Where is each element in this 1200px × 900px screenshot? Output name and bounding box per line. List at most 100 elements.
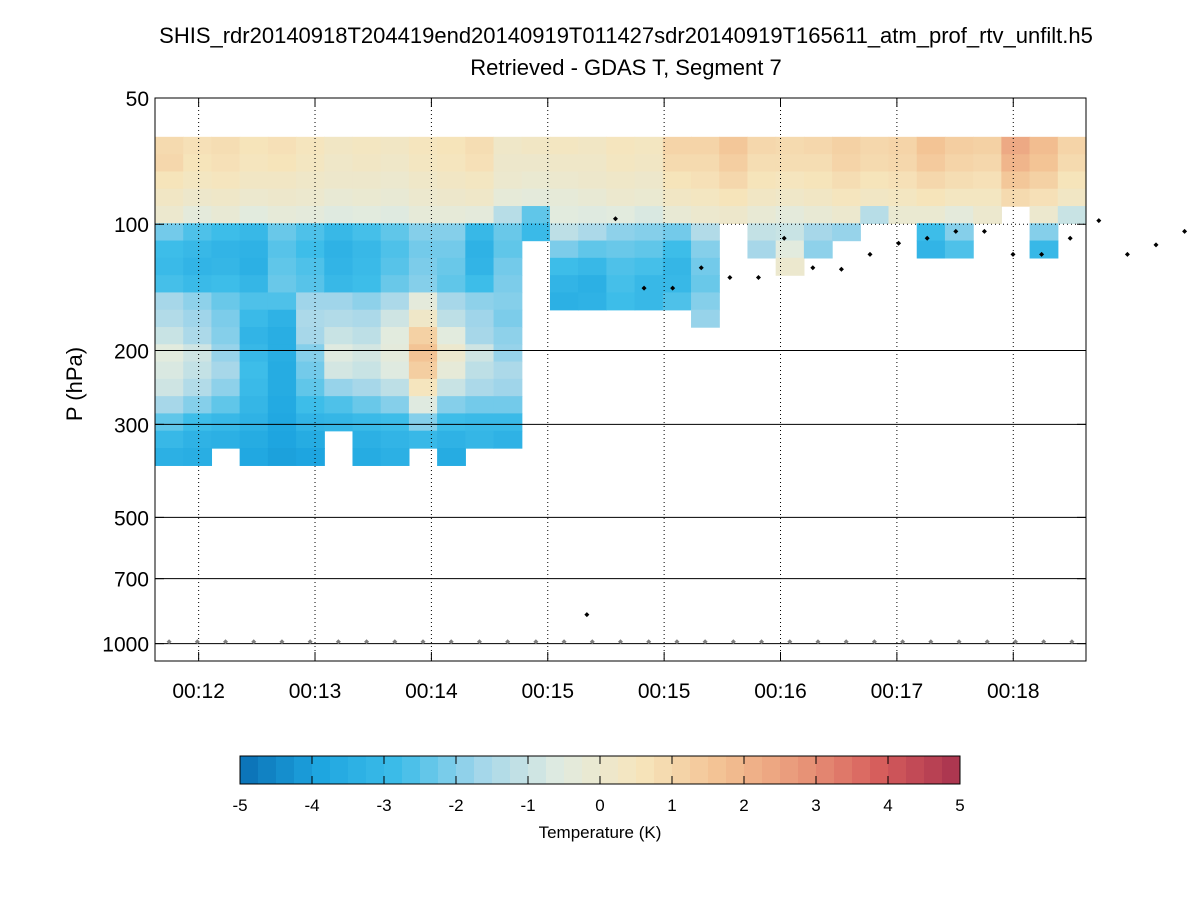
heatmap-cell [606, 223, 636, 242]
heatmap-cell [352, 240, 382, 259]
heatmap-cell [578, 171, 607, 190]
heatmap-cell [267, 430, 297, 449]
colorbar-swatch [294, 756, 313, 784]
heatmap-cell [606, 206, 636, 224]
surface-marker [223, 639, 229, 645]
heatmap-cell [239, 309, 269, 328]
surface-marker [900, 639, 906, 645]
heatmap-cell [747, 188, 777, 207]
colorbar-swatch [690, 756, 709, 784]
tropopause-marker [1010, 251, 1016, 257]
heatmap-cell [634, 154, 664, 173]
heatmap-cell [211, 361, 241, 380]
heatmap-cell [155, 223, 184, 242]
heatmap-cells [155, 136, 1087, 466]
heatmap-cell [380, 257, 410, 276]
heatmap-cell [183, 223, 213, 242]
heatmap-cell [549, 292, 579, 311]
heatmap-cell [380, 223, 410, 242]
heatmap-cell [296, 240, 325, 259]
heatmap-cell [662, 240, 692, 259]
heatmap-cell [549, 275, 579, 294]
heatmap-cell [521, 154, 551, 173]
heatmap-cell [437, 309, 466, 328]
heatmap-cell [832, 154, 861, 173]
heatmap-cell [719, 206, 749, 224]
heatmap-cell [267, 257, 297, 276]
heatmap-cell [549, 240, 579, 259]
heatmap-cell [324, 171, 354, 190]
heatmap-cell [296, 223, 325, 242]
heatmap-cell [324, 136, 354, 155]
heatmap-cell [1029, 188, 1059, 207]
heatmap-cell [183, 136, 213, 155]
heatmap-cell [860, 188, 890, 207]
heatmap-cell [1001, 136, 1031, 155]
heatmap-cell [352, 171, 382, 190]
heatmap-cell [747, 206, 777, 224]
heatmap-cell [691, 223, 720, 242]
heatmap-cell [888, 206, 918, 224]
heatmap-cell [211, 413, 241, 432]
heatmap-cell [634, 275, 664, 294]
heatmap-cell [662, 171, 692, 190]
heatmap-cell [183, 309, 213, 328]
heatmap-cell [578, 188, 607, 207]
colorbar-swatch [672, 756, 691, 784]
heatmap-cell [916, 206, 946, 224]
heatmap-cell [155, 292, 184, 311]
heatmap-cell [691, 206, 720, 224]
tropopause-marker [698, 265, 704, 271]
heatmap-cell [1001, 171, 1031, 190]
heatmap-cell [606, 136, 636, 155]
heatmap-cell [380, 396, 410, 415]
heatmap-cell [1057, 154, 1087, 173]
heatmap-cell [296, 171, 325, 190]
heatmap-cell [239, 292, 269, 311]
heatmap-cell [973, 154, 1002, 173]
heatmap-cell [267, 396, 297, 415]
heatmap-cell [578, 223, 607, 242]
tropopause-marker [612, 216, 618, 222]
heatmap-cell [860, 154, 890, 173]
heatmap-cell [239, 136, 269, 155]
heatmap-cell [888, 154, 918, 173]
heatmap-cell [267, 361, 297, 380]
heatmap-cell [832, 188, 861, 207]
heatmap-cell [832, 223, 861, 242]
heatmap-cell [662, 257, 692, 276]
heatmap-cell [493, 378, 523, 397]
heatmap-cell [324, 206, 354, 224]
heatmap-cell [832, 136, 861, 155]
heatmap-cell [408, 344, 438, 363]
heatmap-cell [916, 188, 946, 207]
colorbar-swatch [348, 756, 367, 784]
heatmap-cell [691, 171, 720, 190]
heatmap-cell [437, 413, 466, 432]
heatmap-cell [352, 223, 382, 242]
tropopause-marker [1067, 235, 1073, 241]
heatmap-cell [324, 257, 354, 276]
heatmap-cell [803, 206, 833, 224]
heatmap-cell [1029, 154, 1059, 173]
x-tick-label: 00:18 [987, 680, 1040, 703]
heatmap-cell [296, 396, 325, 415]
heatmap-cell [155, 396, 184, 415]
heatmap-cell [578, 206, 607, 224]
heatmap-cell [719, 171, 749, 190]
heatmap-cell [239, 430, 269, 449]
heatmap-cell [662, 292, 692, 311]
heatmap-cell [183, 240, 213, 259]
tropopause-marker [867, 251, 873, 257]
heatmap-cell [493, 430, 523, 449]
heatmap-cell [408, 206, 438, 224]
heatmap-cell [1029, 240, 1059, 259]
tropopause-marker [810, 265, 816, 271]
heatmap-cell [634, 257, 664, 276]
heatmap-cell [408, 223, 438, 242]
heatmap-cell [239, 275, 269, 294]
heatmap-cell [437, 257, 466, 276]
heatmap-cell [493, 223, 523, 242]
heatmap-cell [549, 171, 579, 190]
